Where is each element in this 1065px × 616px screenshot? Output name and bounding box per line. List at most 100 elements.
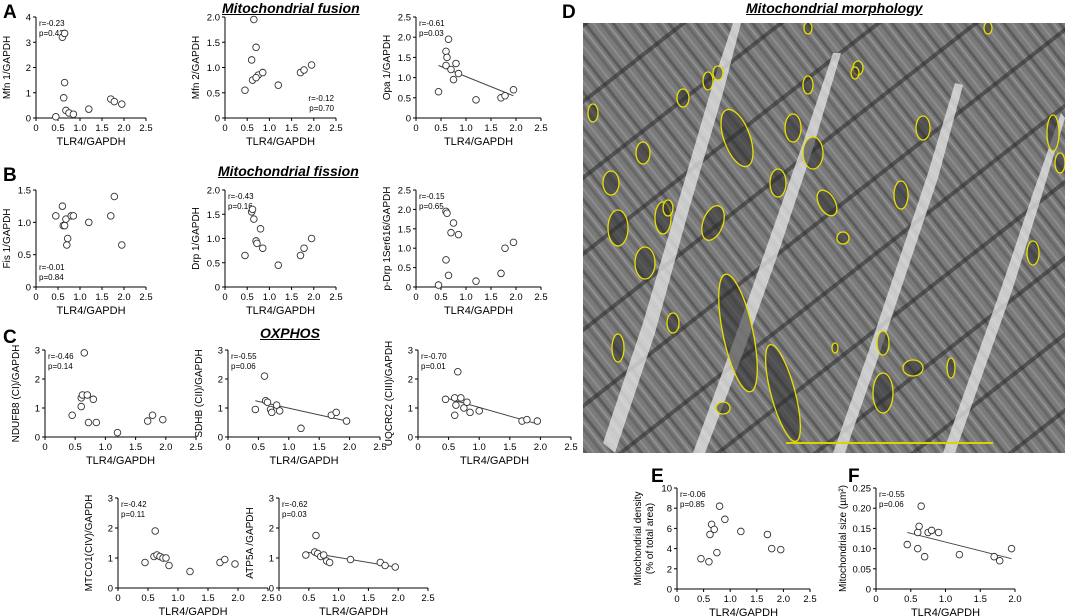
x-tick-label: 1.0 <box>282 442 295 453</box>
stat-r-value: r=-0.23 <box>39 19 65 28</box>
x-tick-label: 2.5 <box>421 593 434 604</box>
electron-micrograph <box>583 23 1065 453</box>
x-tick-label: 2.0 <box>159 442 172 453</box>
x-tick-label: 0.5 <box>241 292 254 303</box>
x-tick-label: 0 <box>674 594 679 605</box>
x-tick-label: 2.0 <box>343 442 356 453</box>
data-point <box>85 105 93 113</box>
y-axis-label: (% of total area) <box>645 503 656 574</box>
data-point <box>447 228 455 237</box>
stat-p-value: p=0.14 <box>48 362 73 371</box>
panel-letter-f: F <box>848 466 860 487</box>
data-point <box>221 555 229 564</box>
data-point <box>258 244 267 252</box>
data-point <box>247 56 256 64</box>
stat-r-value: r=-0.06 <box>680 490 706 499</box>
x-tick-label: 2.0 <box>1008 594 1021 605</box>
data-point <box>332 408 340 417</box>
data-point <box>59 94 68 102</box>
y-tick-label: 0.5 <box>207 258 220 269</box>
data-point <box>449 219 458 227</box>
chart-pdrp1: 0 0.5 1.0 1.5 2.0 2.5 0 0.5 1.0 1.5 2.0 2.5 TLR4/GAP… <box>382 186 548 318</box>
x-axis-label: TLR4/GAPDH <box>709 607 778 616</box>
y-tick-label: 0.5 <box>18 250 31 261</box>
y-tick-label: 1.5 <box>398 53 411 64</box>
x-tick-label: 1.5 <box>95 123 108 134</box>
y-axis-label: Fis 1/GAPDH <box>2 208 13 268</box>
data-point <box>450 411 459 420</box>
x-tick-label: 2.0 <box>509 123 522 134</box>
data-point <box>274 261 283 269</box>
data-point <box>449 75 458 84</box>
data-point <box>501 92 509 100</box>
data-point <box>443 209 451 218</box>
y-tick-label: 0.25 <box>853 484 872 495</box>
x-tick-label: 0 <box>42 442 47 453</box>
data-point <box>165 561 173 570</box>
data-point <box>272 401 281 409</box>
data-point <box>68 411 76 420</box>
data-point <box>454 230 463 239</box>
y-tick-label: 0 <box>26 114 31 125</box>
y-tick-label: 2.0 <box>207 186 220 197</box>
x-tick-label: 1.0 <box>171 593 184 604</box>
data-point <box>300 244 308 252</box>
data-point <box>241 86 249 94</box>
data-point <box>89 395 98 404</box>
x-tick-label: 2.5 <box>329 123 342 134</box>
mitochondria-outlines <box>587 23 1065 443</box>
y-tick-label: 0.05 <box>853 564 872 575</box>
data-point <box>443 53 451 62</box>
x-tick-label: 2.5 <box>803 594 816 605</box>
data-point <box>252 73 260 82</box>
x-tick-label: 1.0 <box>263 292 276 303</box>
data-point <box>713 548 721 557</box>
x-tick-label: 0.5 <box>904 594 917 605</box>
data-point <box>466 408 474 417</box>
y-tick-label: 2.5 <box>398 13 411 24</box>
x-tick-label: 1.5 <box>129 442 142 453</box>
data-point <box>85 218 93 227</box>
data-point <box>346 555 355 564</box>
x-axis-label: TLR4/GAPDH <box>246 305 315 317</box>
data-point <box>763 530 772 539</box>
y-tick-label: 0 <box>218 433 223 444</box>
data-point <box>442 256 450 264</box>
stat-r-value: r=-0.46 <box>48 352 74 361</box>
data-point <box>705 557 713 566</box>
y-tick-label: 10 <box>661 484 672 495</box>
data-point <box>903 540 912 549</box>
stat-r-value: r=-0.43 <box>228 192 254 201</box>
data-point <box>533 417 542 425</box>
x-tick-label: 1.0 <box>473 442 486 453</box>
y-tick-label: 1.0 <box>398 244 411 255</box>
data-point <box>80 349 89 357</box>
y-tick-label: 0.15 <box>853 524 872 535</box>
x-tick-label: 1.0 <box>459 123 472 134</box>
x-tick-label: 1.0 <box>99 442 112 453</box>
y-tick-label: 1.0 <box>18 218 31 229</box>
stat-r-value: r=-0.55 <box>879 490 905 499</box>
x-tick-label: 0.5 <box>252 442 265 453</box>
data-point <box>118 241 126 249</box>
y-tick-label: 0.5 <box>207 88 220 99</box>
stat-r-value: r=-0.61 <box>419 19 445 28</box>
data-point <box>296 251 305 260</box>
data-point <box>442 61 450 70</box>
data-point <box>148 411 157 420</box>
x-tick-label: 0 <box>413 292 418 303</box>
data-point <box>706 530 714 539</box>
x-tick-label: 2.5 <box>534 123 547 134</box>
data-point <box>454 69 463 78</box>
stat-r-value: r=-0.62 <box>282 500 308 509</box>
y-tick-label: 1 <box>218 404 223 415</box>
x-tick-label: 0 <box>413 123 418 134</box>
data-point <box>452 401 460 409</box>
y-tick-label: 0 <box>35 433 40 444</box>
y-tick-label: 2.5 <box>398 186 411 197</box>
x-axis-label: TLR4/GAPDH <box>86 455 155 467</box>
x-tick-label: 0 <box>225 442 230 453</box>
stat-p-value: p=0.06 <box>879 500 904 509</box>
y-tick-label: 2 <box>218 375 223 386</box>
data-point <box>715 502 724 510</box>
